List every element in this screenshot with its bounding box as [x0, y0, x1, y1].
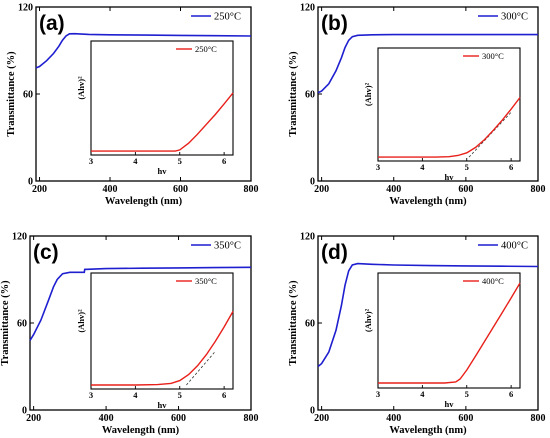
inset-plot: 3 4 5 6 hv (Ahv)² 400°C	[363, 272, 521, 409]
panel-a: 200 400 600 800 0 60 120 Wavelength (nm) Transmi…	[6, 3, 259, 208]
x-tick-label: 800	[531, 413, 546, 424]
y-tick-label: 60	[305, 319, 315, 330]
inset-x-tick-label: 6	[509, 389, 513, 399]
inset-series-line	[378, 97, 521, 158]
inset-x-tick-label: 6	[509, 162, 513, 172]
x-tick-label: 200	[314, 413, 329, 424]
inset-x-tick-label: 3	[89, 390, 93, 400]
legend-label: 250°C	[214, 12, 241, 23]
inset-legend-label: 350°C	[195, 276, 217, 286]
series-line-main	[317, 33, 538, 94]
series-line-main	[29, 266, 252, 341]
panel-b: 200 400 600 800 0 60 120 Wavelength (nm) Transmi…	[288, 3, 546, 208]
y-tick-label: 0	[28, 177, 33, 188]
x-tick-label: 400	[386, 413, 401, 424]
panel-d: 200 400 600 800 0 60 120 Wavelength (nm) Transmi…	[288, 232, 546, 437]
tangent-line	[186, 351, 216, 386]
x-tick-label: 200	[314, 184, 329, 195]
inset-series-line	[378, 282, 521, 384]
y-tick-label: 60	[23, 90, 33, 101]
inset-x-tick-label: 6	[222, 390, 226, 400]
inset-y-axis-label: (Ahv)²	[76, 309, 86, 333]
x-tick-label: 600	[173, 184, 188, 195]
inset-series-line	[91, 92, 234, 152]
inset-plot: 3 4 5 6 hv (Ahv)² 350°C	[76, 272, 234, 410]
inset-x-tick-label: 5	[178, 156, 182, 166]
x-tick-label: 600	[171, 413, 186, 424]
x-axis-label: Wavelength (nm)	[105, 196, 183, 207]
x-tick-label: 800	[531, 184, 546, 195]
y-tick-label: 120	[12, 232, 27, 243]
series-line-main	[317, 262, 539, 368]
x-axis-label: Wavelength (nm)	[102, 425, 180, 436]
x-tick-label: 600	[458, 184, 473, 195]
inset-frame	[377, 272, 521, 389]
inset-x-tick-label: 5	[465, 162, 469, 172]
legend-label: 300°C	[501, 12, 528, 23]
x-axis-label: Wavelength (nm)	[389, 425, 467, 436]
inset-x-tick-label: 3	[89, 156, 93, 166]
inset-x-axis-label: hv	[445, 172, 455, 182]
inset-y-axis-label: (Ahv)²	[363, 82, 373, 106]
inset-series-line	[91, 311, 234, 386]
y-tick-label: 60	[17, 319, 27, 330]
inset-x-axis-label: hv	[158, 400, 168, 410]
y-tick-label: 0	[22, 406, 27, 417]
y-tick-label: 120	[18, 3, 33, 14]
panel-c: 200 400 600 800 0 60 120 Wavelength (nm) Transmi…	[0, 232, 259, 437]
y-axis-label: Transmittance (%)	[288, 51, 299, 137]
x-tick-label: 600	[458, 413, 473, 424]
inset-frame	[90, 272, 234, 390]
x-tick-label: 800	[244, 184, 259, 195]
y-tick-label: 0	[310, 177, 315, 188]
x-tick-label: 200	[26, 413, 41, 424]
inset-x-tick-label: 3	[376, 162, 380, 172]
y-axis-label: Transmittance (%)	[0, 280, 11, 366]
x-tick-label: 800	[244, 413, 259, 424]
inset-x-tick-label: 4	[133, 390, 138, 400]
panel-label: (b)	[321, 12, 348, 35]
panel-label: (a)	[39, 12, 65, 35]
y-tick-label: 120	[300, 3, 315, 14]
y-axis-label: Transmittance (%)	[288, 280, 299, 366]
y-axis-label: Transmittance (%)	[6, 51, 17, 137]
panel-label: (c)	[33, 241, 59, 264]
inset-x-tick-label: 3	[376, 389, 380, 399]
inset-x-axis-label: hv	[158, 166, 168, 176]
y-tick-label: 60	[305, 90, 315, 101]
tangent-line	[468, 112, 512, 158]
x-tick-label: 400	[103, 184, 118, 195]
series-line-main	[35, 32, 252, 69]
x-tick-label: 200	[32, 184, 47, 195]
inset-legend-label: 300°C	[482, 51, 504, 61]
inset-y-axis-label: (Ahv)²	[76, 76, 86, 100]
inset-x-axis-label: hv	[445, 399, 455, 409]
legend-label: 400°C	[501, 241, 528, 252]
x-tick-label: 400	[386, 184, 401, 195]
inset-legend-label: 250°C	[195, 44, 217, 54]
y-tick-label: 120	[300, 232, 315, 243]
inset-plot: 3 4 5 6 hv (Ahv)² 250°C	[76, 40, 234, 176]
inset-x-tick-label: 4	[420, 162, 425, 172]
inset-y-axis-label: (Ahv)²	[363, 308, 373, 332]
inset-plot: 3 4 5 6 hv (Ahv)² 300°C	[363, 47, 521, 182]
x-axis-label: Wavelength (nm)	[389, 196, 467, 207]
y-tick-label: 0	[310, 406, 315, 417]
inset-frame	[90, 40, 234, 156]
inset-frame	[377, 47, 521, 162]
inset-x-tick-label: 4	[133, 156, 138, 166]
inset-x-tick-label: 6	[222, 156, 226, 166]
inset-x-tick-label: 5	[178, 390, 182, 400]
legend-label: 350°C	[214, 241, 241, 252]
inset-legend-label: 400°C	[482, 276, 504, 286]
inset-x-tick-label: 5	[465, 389, 469, 399]
x-tick-label: 400	[99, 413, 114, 424]
panel-label: (d)	[321, 241, 348, 264]
inset-x-tick-label: 4	[420, 389, 425, 399]
